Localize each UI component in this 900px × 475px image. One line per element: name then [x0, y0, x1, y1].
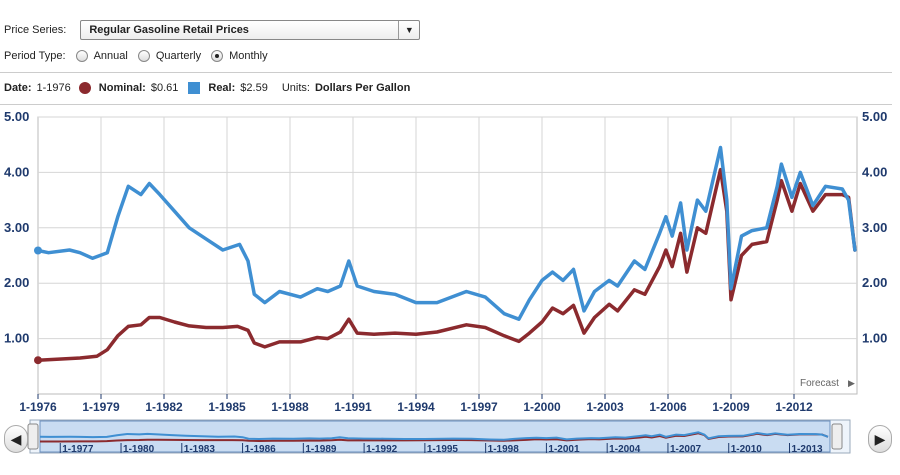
- period-annual-label: Annual: [93, 50, 128, 62]
- date-value: 1-1976: [36, 82, 71, 94]
- x-tick-label: 1-1979: [82, 400, 120, 414]
- chevron-left-icon: ◀: [10, 430, 22, 447]
- forecast-label[interactable]: Forecast: [800, 378, 839, 389]
- series-marker-real: [34, 246, 42, 255]
- x-tick-label: 1-1985: [208, 400, 246, 414]
- period-monthly-label: Monthly: [229, 50, 268, 62]
- y-tick-label-left: 4.00: [4, 164, 29, 179]
- x-tick-label: 1-2006: [649, 400, 687, 414]
- dropdown-arrow-icon[interactable]: ▼: [398, 21, 419, 39]
- period-type-row: Period Type: Annual Quarterly Monthly: [4, 50, 268, 62]
- radio-selected-icon[interactable]: [211, 50, 224, 62]
- period-monthly-radio[interactable]: Monthly: [211, 50, 268, 62]
- units-label: Units:: [281, 82, 310, 94]
- navigator-tick-label: 1-1986: [245, 444, 277, 455]
- nominal-swatch-icon: [78, 82, 91, 94]
- navigator-tick-label: 1-1998: [488, 444, 520, 455]
- date-label: Date:: [4, 82, 32, 94]
- units-value: Dollars Per Gallon: [314, 82, 411, 94]
- navigator-window: [39, 420, 831, 453]
- navigator-left-handle[interactable]: [27, 423, 39, 450]
- period-quarterly-radio[interactable]: Quarterly: [137, 50, 202, 62]
- navigator-tick-label: 1-1989: [305, 444, 337, 455]
- navigator-tick-label: 1-2007: [670, 444, 702, 455]
- x-tick-label: 1-2009: [712, 400, 750, 414]
- radio-icon[interactable]: [137, 50, 150, 62]
- scroll-right-button[interactable]: ▶: [868, 425, 892, 453]
- navigator-right-handle[interactable]: [831, 423, 843, 450]
- x-tick-label: 1-1997: [460, 400, 498, 414]
- navigator-tick-label: 1-1992: [366, 444, 398, 455]
- chevron-right-icon: ▶: [874, 430, 886, 447]
- nominal-value: $0.61: [150, 82, 179, 94]
- x-tick-label: 1-2012: [775, 400, 813, 414]
- y-tick-label-left: 2.00: [4, 275, 29, 290]
- price-series-select[interactable]: Regular Gasoline Retail Prices ▼: [80, 20, 421, 40]
- series-line-nominal: [36, 167, 857, 362]
- real-swatch-icon: [188, 82, 201, 94]
- info-bar: Date: 1-1976 Nominal: $0.61 Real: $2.59 …: [4, 82, 415, 94]
- y-tick-label-left: 1.00: [4, 331, 29, 346]
- radio-icon[interactable]: [75, 50, 88, 62]
- y-tick-label-right: 3.00: [862, 220, 887, 235]
- price-series-label: Price Series:: [4, 24, 67, 36]
- navigator-tick-label: 1-2013: [791, 444, 823, 455]
- navigator-tick-label: 1-1977: [62, 444, 94, 455]
- x-tick-label: 1-1988: [271, 400, 309, 414]
- real-label: Real:: [208, 82, 236, 94]
- y-tick-label-right: 4.00: [862, 164, 887, 179]
- price-series-row: Price Series: Regular Gasoline Retail Pr…: [4, 20, 421, 40]
- navigator-line-real: [39, 431, 829, 441]
- y-tick-label-left: 5.00: [4, 109, 29, 124]
- navigator-tick-label: 1-2004: [609, 444, 641, 455]
- series-marker-nominal: [34, 356, 42, 365]
- real-value: $2.59: [240, 82, 268, 94]
- navigator-tick-label: 1-2001: [548, 444, 580, 455]
- y-tick-label-left: 3.00: [4, 220, 29, 235]
- x-tick-label: 1-2000: [523, 400, 561, 414]
- period-type-label: Period Type:: [4, 50, 66, 62]
- x-tick-label: 1-1991: [334, 400, 372, 414]
- navigator-tick-label: 1-2010: [731, 444, 763, 455]
- navigator-tick-label: 1-1995: [427, 444, 459, 455]
- nominal-label: Nominal:: [98, 82, 146, 94]
- period-quarterly-label: Quarterly: [155, 50, 202, 62]
- x-tick-label: 1-1976: [19, 400, 57, 414]
- navigator-tick-label: 1-1980: [123, 444, 155, 455]
- x-tick-label: 1-2003: [586, 400, 624, 414]
- x-tick-label: 1-1994: [397, 400, 435, 414]
- x-tick-label: 1-1982: [145, 400, 183, 414]
- period-annual-radio[interactable]: Annual: [75, 50, 128, 62]
- series-line-real: [36, 145, 857, 321]
- price-series-value: Regular Gasoline Retail Prices: [89, 24, 249, 36]
- y-tick-label-right: 2.00: [862, 275, 887, 290]
- navigator-tick-label: 1-1983: [184, 444, 216, 455]
- y-tick-label-right: 1.00: [862, 331, 887, 346]
- plot-area: [37, 116, 858, 395]
- scroll-left-button[interactable]: ◀: [4, 425, 28, 453]
- divider: [0, 72, 892, 73]
- forecast-arrow-icon[interactable]: ▶: [848, 378, 855, 388]
- divider: [0, 104, 892, 105]
- y-tick-label-right: 5.00: [862, 109, 887, 124]
